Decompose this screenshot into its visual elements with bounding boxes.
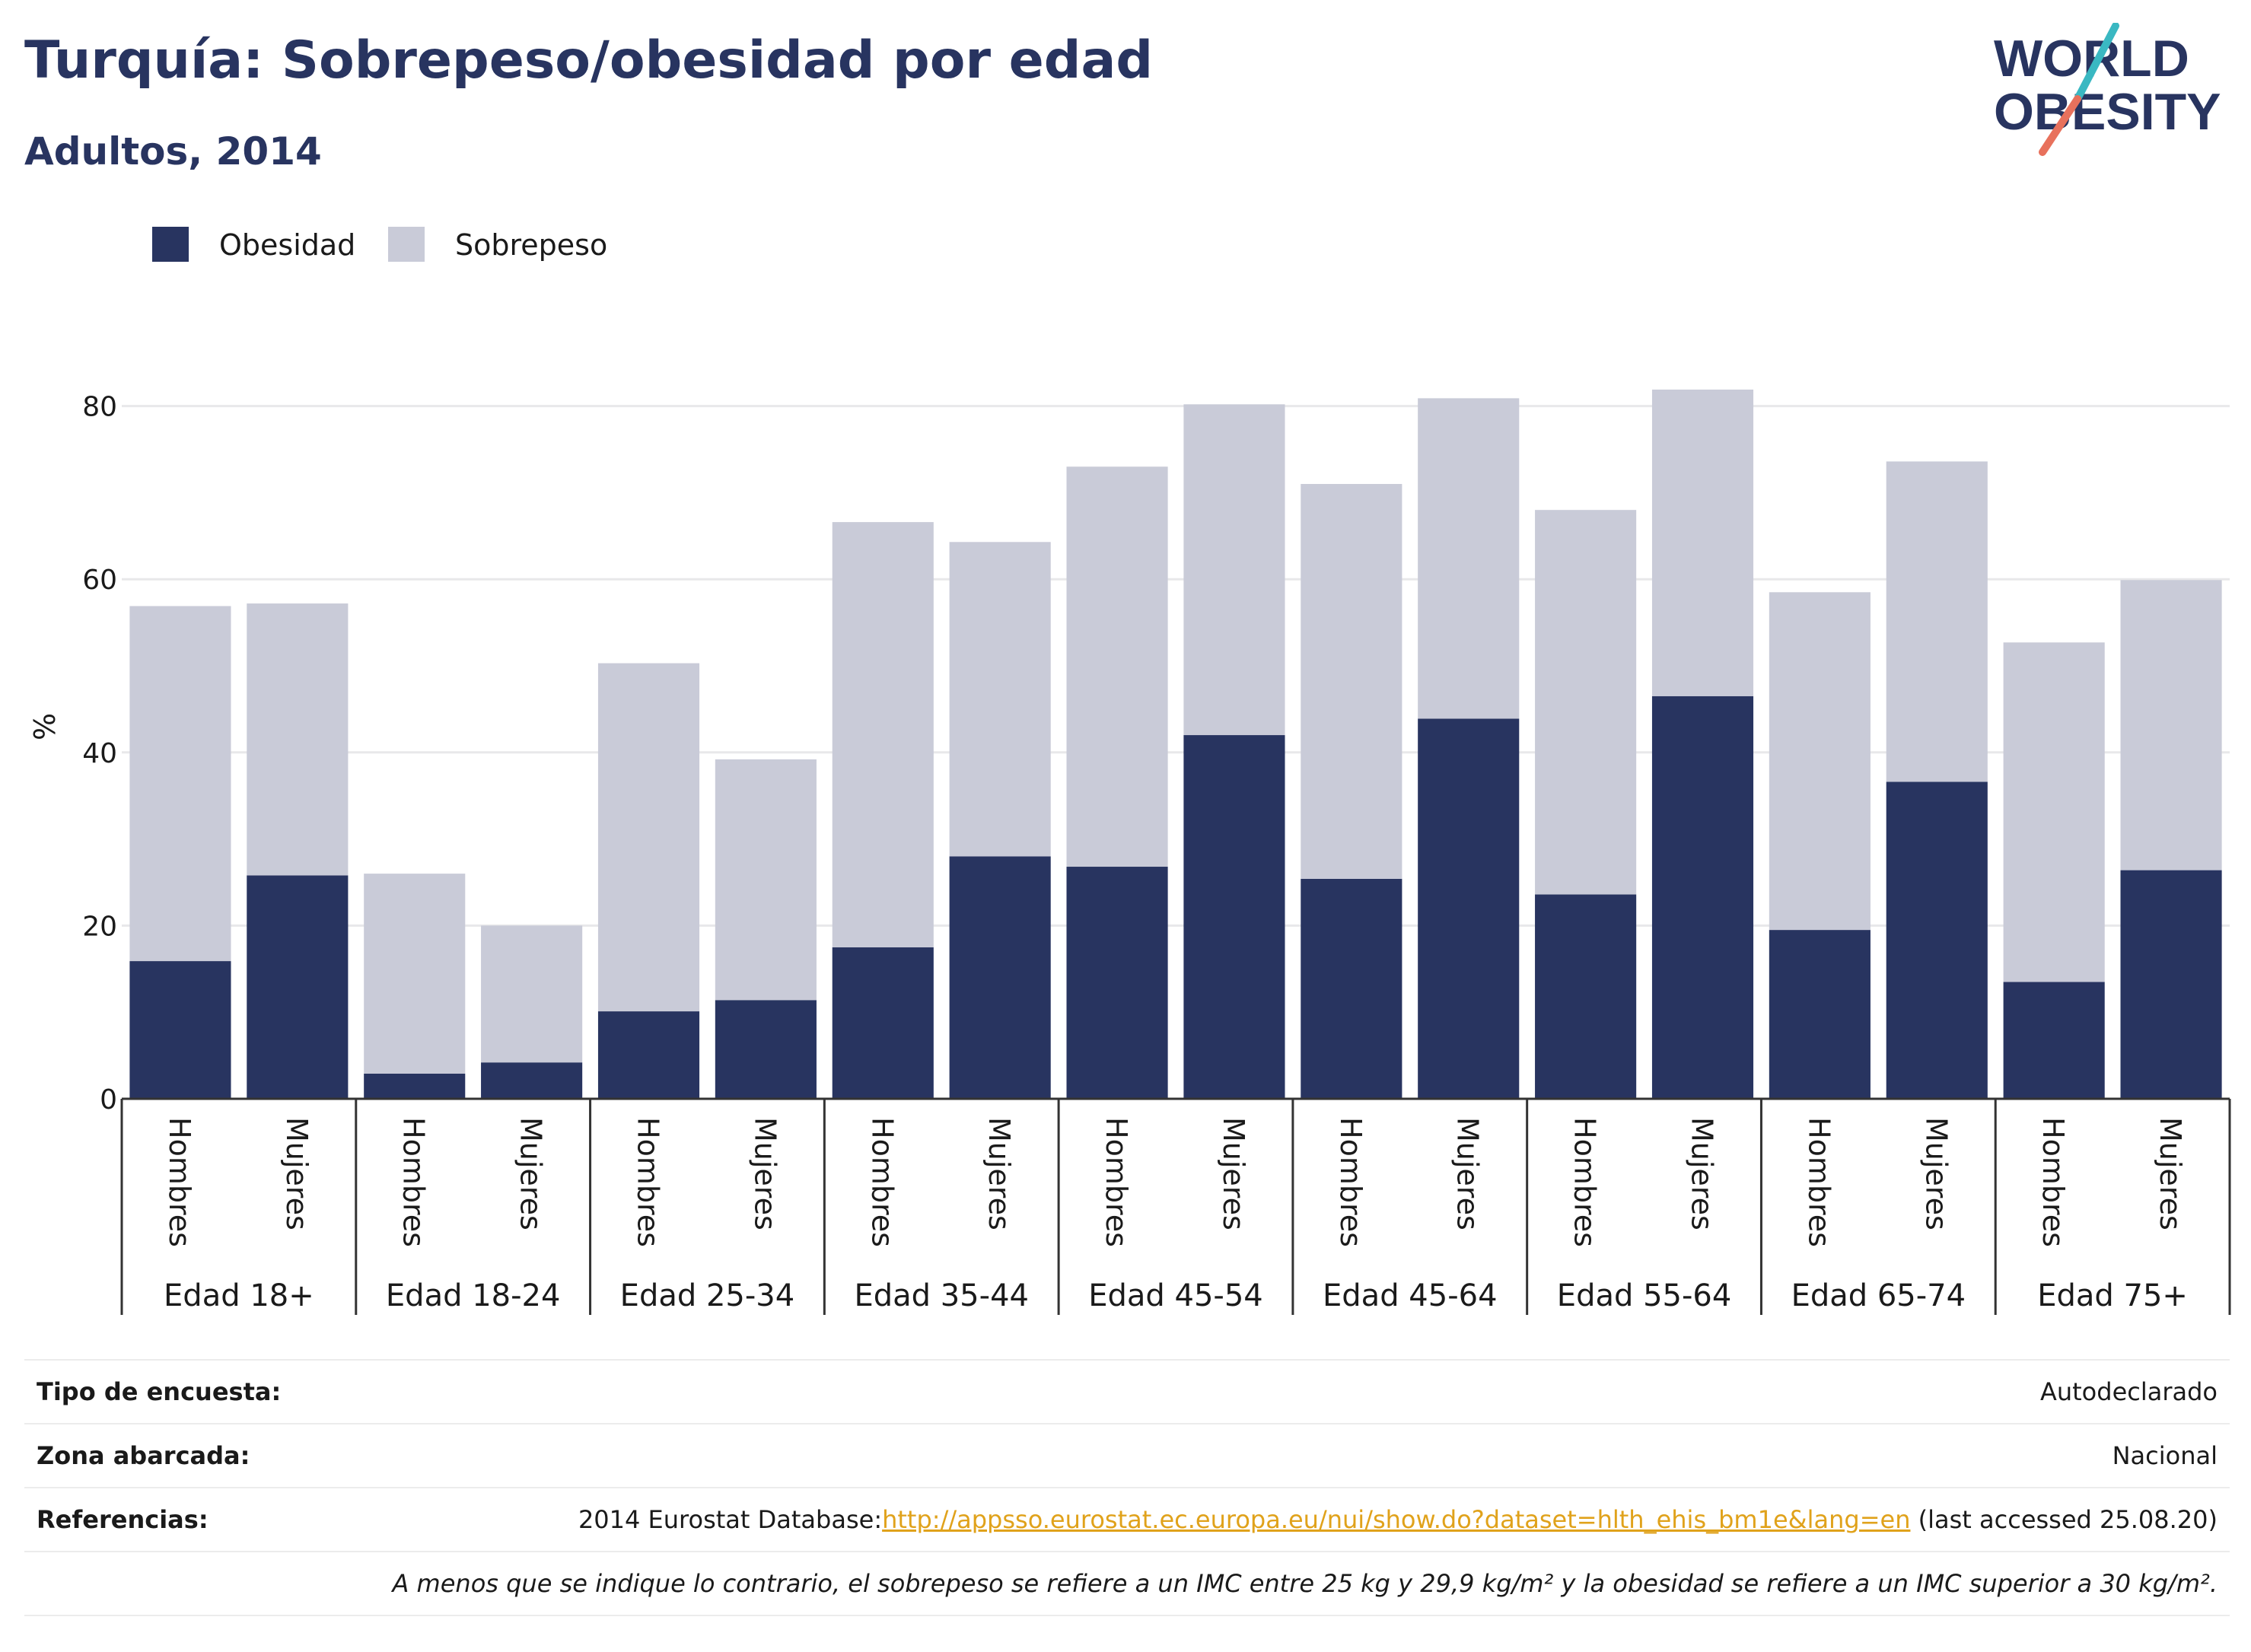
y-tick-label: 0	[100, 1084, 117, 1116]
y-tick-label: 40	[82, 738, 117, 769]
references-prefix: 2014 Eurostat Database:	[578, 1505, 883, 1534]
bar-obesidad	[2003, 982, 2105, 1099]
coverage-value: Nacional	[2112, 1441, 2218, 1470]
bar-sobrepeso	[364, 874, 466, 1074]
references-link[interactable]: http://appsso.eurostat.ec.europa.eu/nui/…	[882, 1505, 1911, 1534]
bar-sobrepeso	[1418, 398, 1520, 719]
survey-type-label: Tipo de encuesta:	[37, 1377, 282, 1406]
bar-obesidad	[1066, 867, 1168, 1099]
legend-label-obesidad: Obesidad	[219, 228, 356, 262]
logo-line-2: OBESITY	[1994, 83, 2221, 141]
x-group-label: Edad 65-74	[1791, 1278, 1966, 1313]
definition-note: A menos que se indique lo contrario, el …	[392, 1569, 2218, 1598]
bar-obesidad	[949, 856, 1051, 1099]
x-sub-label: Mujeres	[1217, 1117, 1250, 1230]
x-sub-label: Mujeres	[982, 1117, 1016, 1230]
references-suffix: (last accessed 25.08.20)	[1910, 1505, 2218, 1534]
legend-swatch-sobrepeso	[388, 227, 425, 262]
x-sub-label: Mujeres	[748, 1117, 782, 1230]
bar-obesidad	[247, 875, 349, 1099]
legend-swatch-obesidad	[152, 227, 189, 262]
bar-sobrepeso	[1183, 404, 1285, 736]
x-group-label: Edad 45-64	[1323, 1278, 1498, 1313]
x-group-label: Edad 18+	[164, 1278, 314, 1313]
bar-sobrepeso	[1769, 592, 1871, 931]
bar-obesidad	[481, 1062, 583, 1099]
x-group-label: Edad 35-44	[854, 1278, 1029, 1313]
bar-sobrepeso	[1535, 510, 1637, 895]
x-sub-label: Hombres	[1568, 1117, 1602, 1247]
bar-obesidad	[1769, 930, 1871, 1099]
x-sub-label: Hombres	[632, 1117, 665, 1247]
x-group-label: Edad 45-54	[1088, 1278, 1263, 1313]
x-sub-label: Mujeres	[1451, 1117, 1485, 1230]
logo-slash-teal	[2074, 23, 2119, 103]
y-tick-label: 80	[82, 392, 117, 423]
y-tick-label: 60	[82, 565, 117, 596]
bar-sobrepeso	[1066, 466, 1168, 867]
footer-row-references: Referencias: 2014 Eurostat Database:http…	[24, 1487, 2230, 1551]
bar-obesidad	[129, 961, 231, 1099]
footer-row-coverage: Zona abarcada: Nacional	[24, 1423, 2230, 1487]
x-group-label: Edad 18-24	[386, 1278, 561, 1313]
bar-obesidad	[1418, 718, 1520, 1099]
x-sub-label: Mujeres	[1919, 1117, 1953, 1230]
x-sub-label: Hombres	[1334, 1117, 1367, 1247]
bar-sobrepeso	[129, 606, 231, 962]
bar-obesidad	[1651, 695, 1754, 1099]
bar-sobrepeso	[481, 925, 583, 1063]
x-sub-label: Mujeres	[1686, 1117, 1719, 1230]
references-label: Referencias:	[37, 1505, 209, 1534]
bar-sobrepeso	[597, 663, 700, 1012]
coverage-label: Zona abarcada:	[37, 1441, 250, 1470]
references-value: 2014 Eurostat Database:http://appsso.eur…	[578, 1505, 2218, 1534]
bar-obesidad	[597, 1011, 700, 1099]
x-sub-label: Mujeres	[2154, 1117, 2187, 1230]
bar-obesidad	[715, 1000, 817, 1099]
x-sub-label: Mujeres	[280, 1117, 314, 1230]
bar-obesidad	[1886, 781, 1988, 1099]
bar-sobrepeso	[715, 759, 817, 1001]
bar-sobrepeso	[2003, 642, 2105, 982]
x-sub-label: Hombres	[163, 1117, 196, 1247]
bar-obesidad	[1301, 878, 1402, 1099]
bar-chart: 0 20 40 60 80% Hombres Mujeres Hombres Mujeres Ho…	[28, 389, 2231, 1315]
bar-obesidad	[1183, 735, 1285, 1099]
x-sub-label: Mujeres	[514, 1117, 548, 1230]
x-group-label: Edad 75+	[2037, 1278, 2188, 1313]
x-group-label: Edad 55-64	[1557, 1278, 1732, 1313]
x-sub-label: Hombres	[1802, 1117, 1836, 1247]
bar-sobrepeso	[2120, 580, 2222, 871]
y-axis-label: %	[28, 713, 62, 740]
bar-sobrepeso	[832, 522, 934, 947]
chart-subtitle: Adultos, 2014	[24, 129, 322, 173]
footer-row-note: A menos que se indique lo contrario, el …	[24, 1551, 2230, 1616]
x-sub-label: Hombres	[1100, 1117, 1133, 1247]
chart-title: Turquía: Sobrepeso/obesidad por edad	[24, 30, 1154, 91]
bar-obesidad	[2120, 870, 2222, 1099]
bar-obesidad	[364, 1073, 466, 1099]
bar-sobrepeso	[949, 542, 1051, 857]
x-sub-label: Hombres	[397, 1117, 431, 1247]
x-sub-label: Hombres	[2036, 1117, 2070, 1247]
bar-sobrepeso	[1301, 484, 1402, 879]
footer-row-survey-type: Tipo de encuesta: Autodeclarado	[24, 1359, 2230, 1423]
x-group-label: Edad 25-34	[620, 1278, 795, 1313]
bar-sobrepeso	[1886, 461, 1988, 782]
bar-obesidad	[1535, 894, 1637, 1099]
bar-sobrepeso	[1651, 389, 1754, 696]
legend-label-sobrepeso: Sobrepeso	[455, 228, 608, 262]
x-sub-label: Hombres	[865, 1117, 899, 1247]
bar-obesidad	[832, 947, 934, 1099]
y-tick-label: 20	[82, 911, 117, 942]
survey-type-value: Autodeclarado	[2039, 1377, 2218, 1406]
world-obesity-logo: WORLD OBESITY	[1994, 23, 2221, 156]
logo-slash-coral	[2039, 95, 2081, 156]
footer-table: Tipo de encuesta: Autodeclarado Zona aba…	[24, 1359, 2230, 1616]
bar-sobrepeso	[247, 603, 349, 876]
